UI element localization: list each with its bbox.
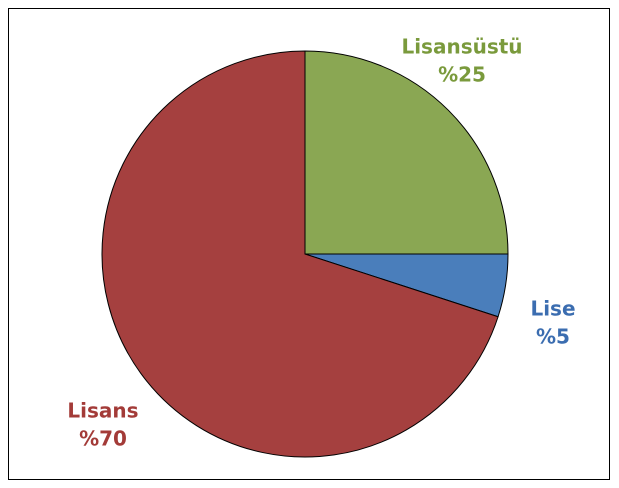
slice-label: Lise xyxy=(530,297,575,321)
pie-slice xyxy=(101,50,499,458)
slice-label: Lisans xyxy=(67,399,138,423)
slice-value-label: %25 xyxy=(438,63,486,87)
slice-label: Lisansüstü xyxy=(401,35,522,59)
slice-value-label: %5 xyxy=(536,325,570,349)
pie-slice xyxy=(304,50,509,255)
slice-value-label: %70 xyxy=(79,427,127,451)
